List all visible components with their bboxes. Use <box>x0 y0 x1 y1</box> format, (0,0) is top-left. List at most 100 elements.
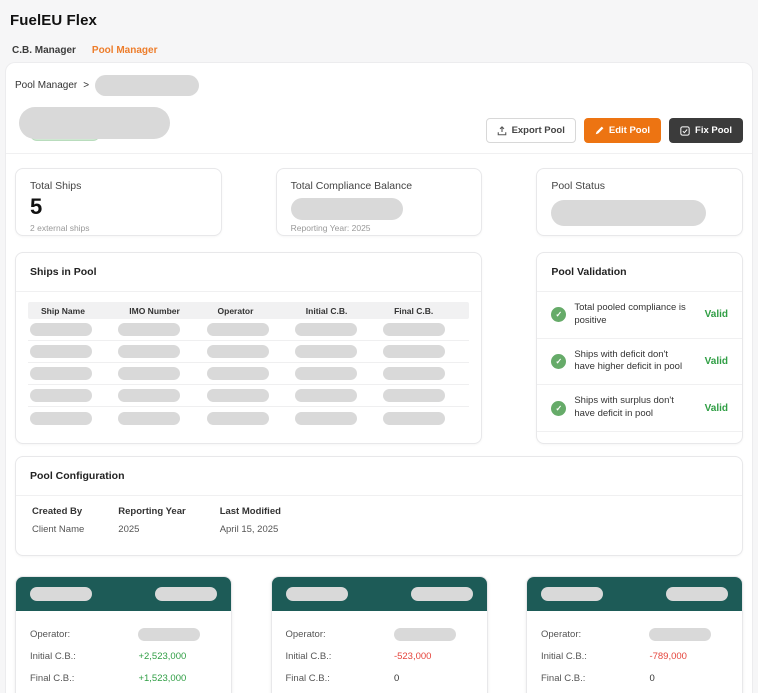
pool-configuration-fields: Created By Client Name Reporting Year 20… <box>16 496 742 555</box>
edit-pool-label: Edit Pool <box>608 125 651 136</box>
tab-pool-manager[interactable]: Pool Manager <box>91 45 158 56</box>
cell-placeholder-blob <box>206 389 269 402</box>
compliance-balance-title: Total Compliance Balance <box>290 180 413 192</box>
compliance-balance-card: Total Compliance Balance Reporting Year:… <box>275 168 483 236</box>
ship-card-1: Operator: Initial C.B.: +2,523,000 Final … <box>15 576 232 693</box>
col-final-cb: Final C.B. <box>394 305 434 316</box>
ships-table: Ship Name IMO Number Operator Initial C.… <box>16 292 481 443</box>
cell-placeholder-blob <box>294 411 357 425</box>
operator-label: Operator: <box>285 628 326 640</box>
ship-card-header <box>527 577 742 611</box>
ship-cards-row: Operator: Initial C.B.: +2,523,000 Final … <box>15 576 743 693</box>
cell-placeholder-blob <box>206 367 269 380</box>
cell-placeholder-blob <box>294 367 357 380</box>
ship-card-header <box>16 577 231 611</box>
breadcrumb-label[interactable]: Pool Manager <box>15 80 78 91</box>
total-ships-title: Total Ships <box>30 180 82 192</box>
ship-name-placeholder-blob <box>541 587 603 601</box>
table-row[interactable] <box>28 407 469 429</box>
final-cb-label: Final C.B.: <box>541 672 586 684</box>
cell-placeholder-blob <box>30 323 92 336</box>
table-row[interactable] <box>28 341 470 363</box>
check-circle-icon: ✓ <box>551 307 567 323</box>
cell-placeholder-blob <box>294 345 357 358</box>
validation-label: Ships with deficit don't have higher def… <box>574 348 683 373</box>
table-row[interactable] <box>28 363 470 385</box>
ship-card-2: Operator: Initial C.B.: -523,000 Final C.… <box>270 576 488 693</box>
main-panel: Pool Manager > Export Pool Edit Pool Fix… <box>5 62 753 693</box>
cell-placeholder-blob <box>206 323 269 336</box>
cell-placeholder-blob <box>118 389 181 402</box>
cell-placeholder-blob <box>118 345 181 358</box>
validation-label: Total pooled compliance is positive <box>574 302 686 326</box>
table-row[interactable] <box>28 319 470 341</box>
pool-status-placeholder-blob <box>551 200 707 226</box>
initial-cb-label: Initial C.B.: <box>30 650 76 662</box>
ship-name-placeholder-blob <box>285 587 348 601</box>
initial-cb-label: Initial C.B.: <box>285 650 332 662</box>
ships-in-pool-card: Ships in Pool Ship Name IMO Number Opera… <box>15 252 483 444</box>
fix-pool-button[interactable]: Fix Pool <box>669 118 743 143</box>
field-label: Last Modified <box>219 506 281 517</box>
cell-placeholder-blob <box>294 323 357 336</box>
pool-title-area <box>15 107 185 143</box>
ship-card-body: Operator: Initial C.B.: -789,000 Final C.… <box>527 611 742 693</box>
cell-placeholder-blob <box>118 323 181 336</box>
initial-cb-value: -789,000 <box>649 650 687 662</box>
cell-placeholder-blob <box>206 345 269 358</box>
export-pool-label: Export Pool <box>511 125 565 136</box>
tab-bar: C.B. Manager Pool Manager <box>0 29 758 62</box>
ships-in-pool-title: Ships in Pool <box>16 253 482 292</box>
ship-imo-placeholder-blob <box>666 587 728 601</box>
fix-pool-label: Fix Pool <box>695 125 732 136</box>
operator-placeholder-blob <box>649 627 712 641</box>
operator-label: Operator: <box>30 628 71 640</box>
check-circle-icon: ✓ <box>551 400 567 416</box>
app-title: FuelEU Flex <box>10 12 97 29</box>
cell-placeholder-blob <box>383 411 446 425</box>
tab-cb-manager[interactable]: C.B. Manager <box>12 45 76 56</box>
config-field-reporting-year: Reporting Year 2025 <box>118 506 185 535</box>
operator-placeholder-blob <box>138 627 201 641</box>
breadcrumb: Pool Manager > <box>15 75 743 96</box>
upload-tray-icon <box>497 125 507 136</box>
initial-cb-value: -523,000 <box>393 650 432 662</box>
cell-placeholder-blob <box>383 345 446 358</box>
col-initial-cb: Initial C.B. <box>305 305 348 316</box>
cell-placeholder-blob <box>206 411 269 425</box>
ship-name-placeholder-blob <box>30 587 92 601</box>
pool-title-placeholder-blob <box>19 107 170 139</box>
cell-placeholder-blob <box>383 367 446 380</box>
total-ships-subtitle: 2 external ships <box>30 223 90 233</box>
table-row[interactable] <box>28 385 470 407</box>
pool-validation-card: Pool Validation ✓ Total pooled complianc… <box>536 252 743 444</box>
total-ships-card: Total Ships 5 2 external ships <box>15 168 222 236</box>
col-operator: Operator <box>217 305 254 316</box>
validation-status: Valid <box>704 309 728 321</box>
field-value: April 15, 2025 <box>219 524 279 535</box>
validation-item: ✓ Ships with deficit don't have higher d… <box>537 339 742 386</box>
initial-cb-label: Initial C.B.: <box>541 650 587 662</box>
compliance-balance-placeholder-blob <box>290 198 403 220</box>
field-label: Reporting Year <box>118 506 186 517</box>
main-content-row: Ships in Pool Ship Name IMO Number Opera… <box>15 252 743 444</box>
ship-imo-placeholder-blob <box>155 587 217 601</box>
edit-pool-button[interactable]: Edit Pool <box>583 118 662 143</box>
export-pool-button[interactable]: Export Pool <box>485 118 576 143</box>
cell-placeholder-blob <box>30 367 92 380</box>
ship-card-body: Operator: Initial C.B.: +2,523,000 Final … <box>16 611 231 693</box>
toolbar: Export Pool Edit Pool Fix Pool <box>485 118 743 143</box>
compliance-balance-subtitle: Reporting Year: 2025 <box>290 223 371 233</box>
validation-item: ✓ Total pooled compliance is positive Va… <box>537 292 742 339</box>
total-ships-value: 5 <box>30 194 43 219</box>
final-cb-label: Final C.B.: <box>285 672 330 684</box>
final-cb-value: 0 <box>649 672 655 684</box>
cell-placeholder-blob <box>118 367 181 380</box>
ship-card-3: Operator: Initial C.B.: -789,000 Final C.… <box>526 576 743 693</box>
ship-card-header <box>271 577 487 611</box>
cell-placeholder-blob <box>30 411 92 425</box>
final-cb-value: +1,523,000 <box>138 672 187 684</box>
cell-placeholder-blob <box>118 411 181 425</box>
pool-status-card: Pool Status <box>536 168 743 236</box>
ships-table-header: Ship Name IMO Number Operator Initial C.… <box>28 302 470 319</box>
